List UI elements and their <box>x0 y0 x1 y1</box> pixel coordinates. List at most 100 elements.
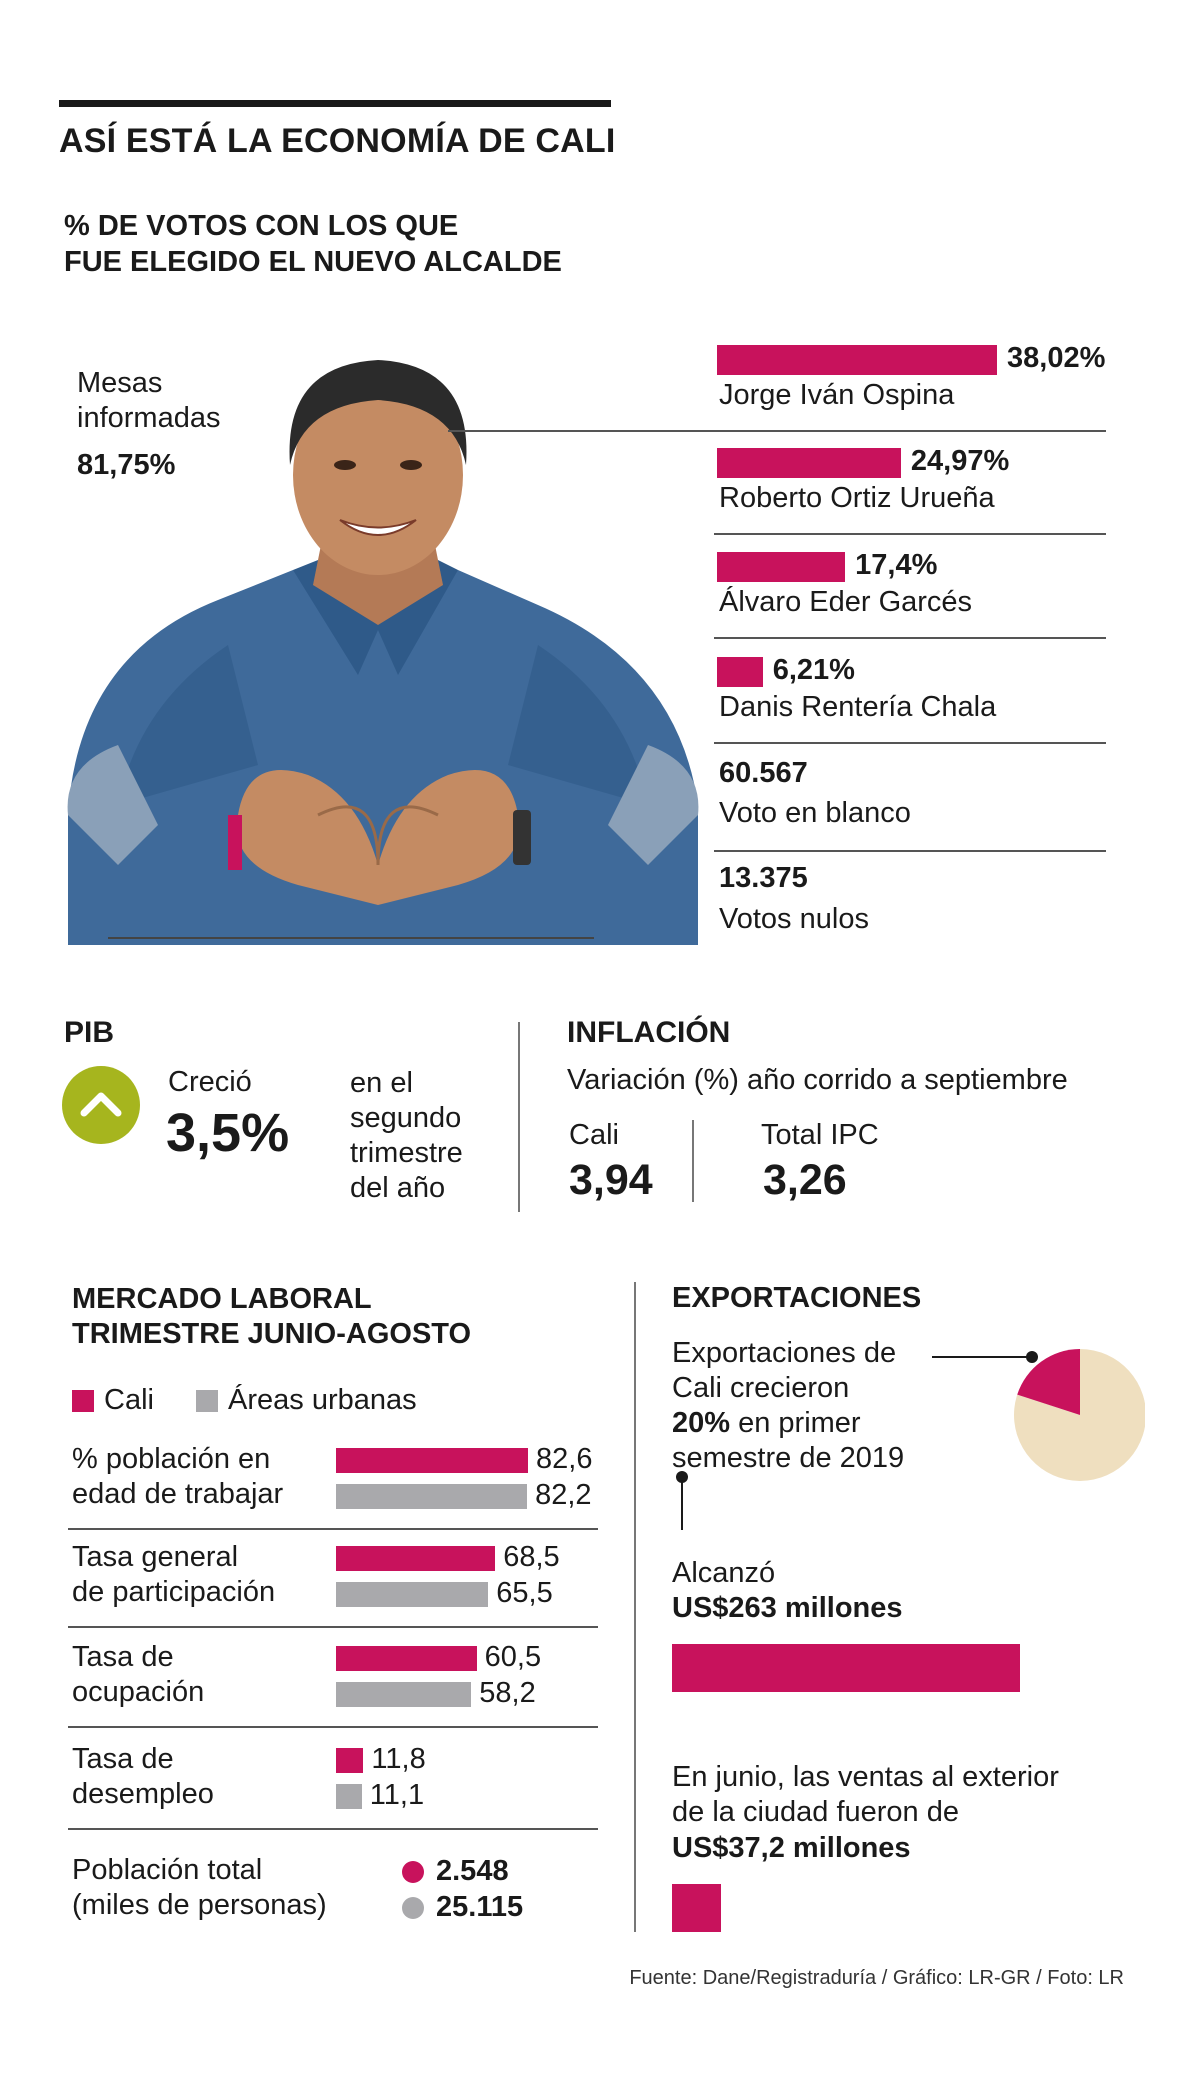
inflation-divider <box>692 1120 694 1202</box>
null-votes-label: Votos nulos <box>719 903 869 935</box>
population-label-line2: (miles de personas) <box>72 1889 327 1921</box>
exports-total-bar <box>672 1644 1020 1692</box>
mayor-photo <box>67 360 699 945</box>
pib-desc-line3: trimestre <box>350 1137 463 1169</box>
population-urban-dot <box>402 1897 424 1919</box>
labor-exports-divider <box>634 1282 636 1932</box>
pib-grew-label: Creció <box>168 1066 252 1098</box>
labor-row-label: % población en edad de trabajar <box>72 1442 283 1512</box>
inflation-total-value: 3,26 <box>763 1156 847 1204</box>
labor-heading-line1: MERCADO LABORAL <box>72 1283 372 1315</box>
exports-june-value: US$37,2 millones <box>672 1832 911 1864</box>
exports-desc-line1: Exportaciones de <box>672 1337 897 1369</box>
pib-desc-line1: en el <box>350 1067 413 1099</box>
mesas-label-line1: Mesas <box>77 367 163 399</box>
labor-bar-cali <box>336 1748 364 1773</box>
candidate-value-label: 17,4% <box>855 549 938 581</box>
labor-value-urban: 11,1 <box>369 1779 425 1811</box>
candidate-separator <box>714 637 1106 639</box>
pib-value: 3,5% <box>166 1103 290 1163</box>
labor-row-label-line1: Tasa general <box>72 1541 239 1573</box>
labor-bar-cali <box>336 1448 528 1473</box>
labor-heading-line2: TRIMESTRE JUNIO-AGOSTO <box>72 1318 472 1350</box>
labor-row-label-line2: de participación <box>72 1576 276 1608</box>
labor-row-label-line1: Tasa de <box>72 1743 174 1775</box>
labor-row-label-line2: ocupación <box>72 1676 205 1708</box>
pib-desc-line2: segundo <box>350 1102 462 1134</box>
pie-slice-rest <box>1014 1349 1145 1481</box>
exports-june-line2: de la ciudad fueron de <box>672 1796 959 1828</box>
legend-urban-swatch <box>196 1390 218 1412</box>
candidate-name: Álvaro Eder Garcés <box>719 586 973 618</box>
page-title: ASÍ ESTÁ LA ECONOMÍA DE CALI <box>59 122 616 160</box>
mesas-label-line2: informadas <box>77 402 221 434</box>
candidate-value-label: 6,21% <box>772 654 855 686</box>
source-note: Fuente: Dane/Registraduría / Gráfico: LR… <box>629 1967 1124 1989</box>
exports-june-line1: En junio, las ventas al exterior <box>672 1761 1059 1793</box>
inflation-heading: INFLACIÓN <box>567 1016 731 1049</box>
population-label-line1: Población total <box>72 1854 263 1886</box>
pib-inflation-divider <box>518 1022 520 1212</box>
mesas-value: 81,75% <box>77 449 176 481</box>
pib-desc-line4: del año <box>350 1172 446 1204</box>
labor-row-label-line1: % población en <box>72 1443 271 1475</box>
exports-reached-label: Alcanzó <box>672 1557 776 1589</box>
candidate-separator <box>714 742 1106 744</box>
candidate-bar <box>717 448 901 478</box>
exports-growth-value: 20% <box>672 1407 731 1439</box>
blank-votes-label: Voto en blanco <box>719 797 911 829</box>
mesas-label: Mesas informadas <box>77 366 220 436</box>
exports-desc-line3: 20% en primer <box>672 1406 904 1441</box>
candidate-name: Roberto Ortiz Urueña <box>719 482 995 514</box>
growth-up-icon <box>62 1066 140 1144</box>
legend-urban-label: Áreas urbanas <box>228 1384 417 1416</box>
pib-description: en el segundo trimestre del año <box>350 1066 463 1206</box>
candidate-bar <box>717 345 997 375</box>
inflation-cali-label: Cali <box>569 1119 619 1151</box>
inflation-subtitle: Variación (%) año corrido a septiembre <box>567 1064 1068 1096</box>
labor-row-separator <box>68 1726 598 1728</box>
labor-bar-cali <box>336 1646 477 1671</box>
top-rule <box>59 100 611 107</box>
votes-subtitle-line2: FUE ELEGIDO EL NUEVO ALCALDE <box>64 246 562 278</box>
labor-row-label: Tasa general de participación <box>72 1540 275 1610</box>
candidate-separator <box>448 430 1106 432</box>
labor-row-label-line1: Tasa de <box>72 1641 174 1673</box>
legend-cali-swatch <box>72 1390 94 1412</box>
candidate-bar <box>717 657 763 687</box>
labor-bar-urban <box>336 1784 362 1809</box>
blank-votes-rule <box>714 850 1106 852</box>
photo-base-rule <box>108 937 594 939</box>
candidate-value-label: 24,97% <box>910 445 1010 477</box>
candidate-separator <box>714 533 1106 535</box>
exports-leader-line <box>676 1471 688 1530</box>
labor-row-label-line2: desempleo <box>72 1778 214 1810</box>
labor-row-separator <box>68 1528 598 1530</box>
pie-slice-growth <box>1017 1349 1080 1415</box>
exports-june-description: En junio, las ventas al exterior de la c… <box>672 1760 1059 1830</box>
exports-heading: EXPORTACIONES <box>672 1282 922 1314</box>
population-cali-dot <box>402 1861 424 1883</box>
labor-bar-urban <box>336 1484 528 1509</box>
labor-value-cali: 11,8 <box>371 1743 426 1775</box>
labor-value-cali: 60,5 <box>484 1641 542 1673</box>
labor-value-urban: 65,5 <box>496 1577 553 1609</box>
inflation-total-label: Total IPC <box>761 1119 879 1151</box>
exports-pie-chart <box>932 1349 1145 1481</box>
exports-desc-line2: Cali crecieron <box>672 1372 850 1404</box>
votes-subtitle: % DE VOTOS CON LOS QUE FUE ELEGIDO EL NU… <box>64 208 562 280</box>
exports-desc-line4: semestre de 2019 <box>672 1442 905 1474</box>
inflation-cali-value: 3,94 <box>569 1156 653 1204</box>
labor-bar-cali <box>336 1546 496 1571</box>
pib-heading: PIB <box>64 1016 115 1049</box>
labor-row-separator <box>68 1828 598 1830</box>
population-cali-value: 2.548 <box>436 1855 509 1887</box>
candidate-bar <box>717 552 846 582</box>
population-label: Población total (miles de personas) <box>72 1853 327 1923</box>
labor-row-label: Tasa de ocupación <box>72 1640 204 1710</box>
labor-row-label-line2: edad de trabajar <box>72 1478 284 1510</box>
exports-reached-value: US$263 millones <box>672 1592 903 1624</box>
population-urban-value: 25.115 <box>436 1891 524 1923</box>
labor-value-urban: 82,2 <box>535 1479 592 1511</box>
null-votes-value: 13.375 <box>719 862 808 894</box>
